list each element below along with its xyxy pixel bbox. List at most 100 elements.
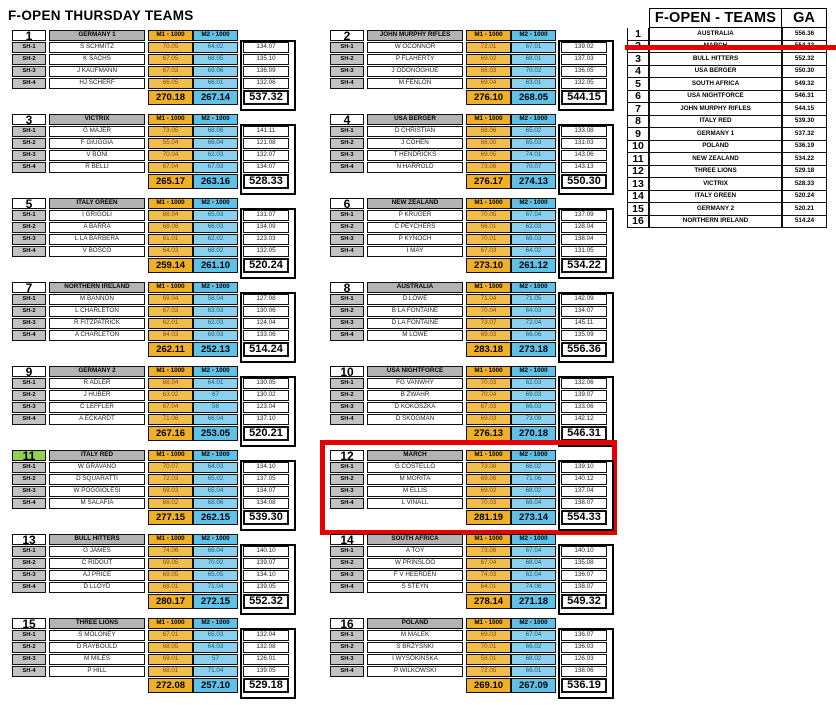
shooter-m1-score: 69.05: [148, 558, 193, 569]
shooter-m2-score: 67.04: [511, 630, 556, 641]
shooter-name: M BANNON: [49, 294, 145, 305]
team-m1-total: 276.10: [466, 90, 511, 105]
team-number: 9: [12, 366, 46, 377]
shooter-id-label: SH-4: [330, 582, 364, 593]
shooter-id-label: SH-2: [12, 558, 46, 569]
teams-column-left: 1 GERMANY 1 M1 - 1000 M2 - 1000 SH-1 S SCHMIT…: [12, 30, 296, 699]
shooter-total-score: 132.05: [561, 78, 607, 89]
shooter-name: R FITZPATRICK: [49, 318, 145, 329]
m2-column-header: M2 - 1000: [511, 198, 556, 209]
shooter-total-score: 131.03: [561, 138, 607, 149]
shooter-total-score: 138.06: [561, 666, 607, 677]
shooter-total-score: 143.06: [561, 150, 607, 161]
shooter-m1-score: 63.02: [148, 390, 193, 401]
team-name-header: VICTRIX: [49, 114, 145, 125]
shooter-m2-score: 64.01: [193, 378, 238, 389]
shooter-m2-score: 66.04: [193, 138, 238, 149]
shooter-m2-score: 67: [193, 390, 238, 401]
shooter-m1-score: 68.05: [148, 642, 193, 653]
shooter-id-label: SH-1: [330, 294, 364, 305]
shooter-m2-score: 62.03: [511, 378, 556, 389]
shooter-name: G COSTELLO: [367, 462, 463, 473]
ranking-row: 9 GERMANY 1 537.32: [627, 128, 827, 141]
shooter-name: C LEFFLER: [49, 402, 145, 413]
shooter-m1-score: 67.03: [148, 66, 193, 77]
shooter-name: G MAJER: [49, 126, 145, 137]
shooter-m2-score: 65.02: [193, 474, 238, 485]
shooter-total-score: 136.03: [561, 642, 607, 653]
team-m2-total: 257.10: [193, 678, 238, 693]
shooter-m1-score: 73.08: [466, 462, 511, 473]
shooter-name: L LA BARBERA: [49, 234, 145, 245]
shooter-m2-score: 65.02: [511, 126, 556, 137]
shooter-name: D LOWE: [367, 294, 463, 305]
shooter-name: D SQUARATTI: [49, 474, 145, 485]
team-name-header: NORTHERN IRELAND: [49, 282, 145, 293]
m2-column-header: M2 - 1000: [193, 618, 238, 629]
ranking-row: 14 ITALY GREEN 520.24: [627, 190, 827, 203]
shooter-id-label: SH-2: [12, 306, 46, 317]
shooter-total-score: 137.09: [561, 210, 607, 221]
shooter-m1-score: 67.03: [466, 246, 511, 257]
ranking-ga-score: 546.31: [782, 90, 827, 103]
shooter-name: R BELLI: [49, 162, 145, 173]
shooter-name: W OCONNOR: [367, 42, 463, 53]
shooter-m2-score: 69.03: [511, 390, 556, 401]
shooter-m2-score: 68.01: [511, 54, 556, 65]
m2-column-header: M2 - 1000: [193, 30, 238, 41]
shooter-total-score: 132.06: [561, 378, 607, 389]
m1-column-header: M1 - 1000: [148, 198, 193, 209]
team-m1-total: 270.18: [148, 90, 193, 105]
m1-column-header: M1 - 1000: [148, 450, 193, 461]
shooter-id-label: SH-2: [330, 54, 364, 65]
team-number: 13: [12, 534, 46, 545]
team-table-italy-red: 11 ITALY RED M1 - 1000 M2 - 1000 SH-1 W GRAVA…: [12, 450, 296, 531]
ranking-ga-score: 552.32: [782, 53, 827, 66]
team-grand-total: 520.21: [243, 426, 289, 441]
ranking-team-name: NORTHERN IRELAND: [649, 215, 782, 228]
shooter-name: M FENLON: [367, 78, 463, 89]
shooter-total-score: 133.08: [561, 126, 607, 137]
team-m1-total: 276.13: [466, 426, 511, 441]
shooter-total-score: 121.08: [243, 138, 289, 149]
ranking-ga-score: 536.19: [782, 140, 827, 153]
ranking-position: 5: [627, 78, 649, 91]
team-number: 1: [12, 30, 46, 41]
ranking-ga-score: 529.18: [782, 165, 827, 178]
shooter-name: I MAY: [367, 246, 463, 257]
team-number: 8: [330, 282, 364, 293]
shooter-name: W POGGIOLESI: [49, 486, 145, 497]
m1-column-header: M1 - 1000: [148, 618, 193, 629]
shooter-id-label: SH-1: [330, 378, 364, 389]
team-m1-total: 259.14: [148, 258, 193, 273]
shooter-id-label: SH-2: [330, 222, 364, 233]
shooter-id-label: SH-1: [12, 126, 46, 137]
shooter-id-label: SH-3: [330, 402, 364, 413]
shooter-name: S MOLONEY: [49, 630, 145, 641]
shooter-id-label: SH-1: [330, 126, 364, 137]
ranking-row: 4 USA BERGER 550.30: [627, 65, 827, 78]
shooter-m2-score: 70.02: [193, 558, 238, 569]
shooter-id-label: SH-3: [12, 654, 46, 665]
shooter-m1-score: 69.03: [466, 414, 511, 425]
shooter-id-label: SH-3: [12, 318, 46, 329]
shooter-m1-score: 68.06: [466, 126, 511, 137]
team-table-march: 12 MARCH M1 - 1000 M2 - 1000 SH-1 G COSTELLO 7…: [320, 440, 617, 535]
shooter-m1-score: 69.01: [148, 654, 193, 665]
shooter-total-score: 134.10: [243, 462, 289, 473]
ranking-row: 11 NEW ZEALAND 534.22: [627, 153, 827, 166]
shooter-id-label: SH-4: [12, 498, 46, 509]
shooter-m2-score: 68.02: [193, 246, 238, 257]
ranking-ga-score: 539.30: [782, 115, 827, 128]
shooter-id-label: SH-4: [12, 330, 46, 341]
shooter-total-score: 136.07: [561, 630, 607, 641]
team-grand-total: 536.19: [561, 678, 607, 693]
ranking-ga-score: 549.32: [782, 78, 827, 91]
team-m2-total: 267.09: [511, 678, 556, 693]
shooter-m2-score: 74.01: [511, 150, 556, 161]
shooter-m1-score: 73.06: [466, 162, 511, 173]
shooter-name: P HILL: [49, 666, 145, 677]
team-m2-total: 262.15: [193, 510, 238, 525]
shooter-total-score: 139.07: [561, 390, 607, 401]
team-table-germany-2: 9 GERMANY 2 M1 - 1000 M2 - 1000 SH-1 R ADLER 6…: [12, 366, 296, 447]
